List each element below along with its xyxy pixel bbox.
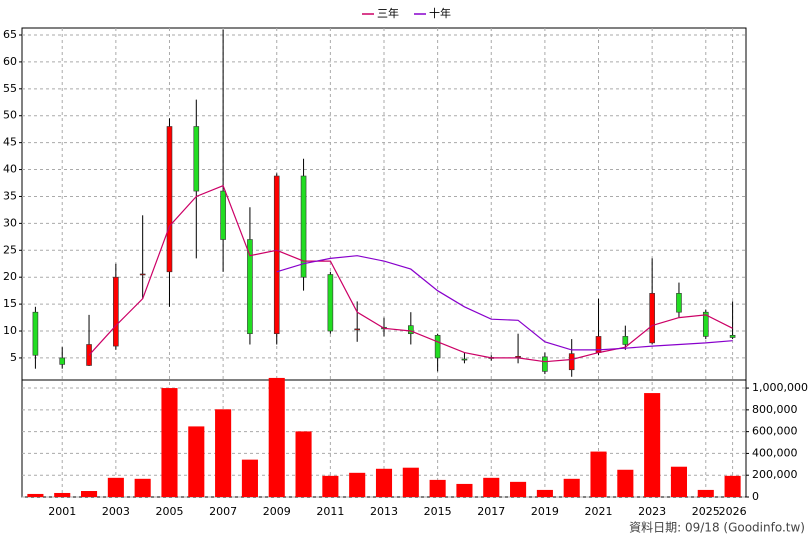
candle-body: [327, 274, 334, 332]
y-tick-label: 45: [3, 136, 17, 149]
volume-bar: [54, 492, 71, 497]
candle-body: [702, 311, 709, 337]
x-tick-label: 2023: [638, 505, 666, 518]
volume-bar: [134, 478, 151, 497]
volume-bar: [268, 377, 285, 497]
y-tick-label: 15: [3, 297, 17, 310]
candle-body: [354, 328, 360, 331]
volume-tick-label: 1,000,000: [752, 381, 808, 394]
volume-tick-label: 600,000: [752, 425, 798, 438]
x-tick-label: 2009: [263, 505, 291, 518]
candle-body: [220, 190, 226, 240]
volume-bar: [536, 489, 553, 497]
candle-body: [461, 358, 468, 361]
volume-bar: [724, 475, 741, 497]
y-tick-label: 55: [3, 82, 17, 95]
volume-bar: [590, 451, 607, 497]
x-tick-label: 2025: [692, 505, 720, 518]
candle-body: [59, 357, 66, 365]
volume-tick-label: 200,000: [752, 468, 798, 481]
x-tick-label: 2026: [719, 505, 747, 518]
volume-bar: [402, 467, 419, 497]
volume-bar: [188, 426, 205, 497]
volume-bar: [215, 409, 232, 497]
legend-label: 三年: [377, 6, 399, 20]
candle-body: [622, 336, 629, 345]
y-tick-label: 20: [3, 270, 17, 283]
volume-bar: [322, 475, 339, 497]
volume-bar: [456, 483, 473, 497]
candle-body: [568, 353, 575, 371]
x-tick-label: 2015: [424, 505, 452, 518]
ma-line: [276, 255, 733, 351]
candle-body: [247, 239, 253, 335]
volume-bar: [483, 477, 500, 497]
y-tick-label: 25: [3, 243, 17, 256]
y-tick-label: 65: [3, 28, 17, 41]
y-tick-label: 60: [3, 55, 17, 68]
candle-body: [408, 325, 414, 335]
candle-body: [32, 311, 39, 356]
volume-bar: [161, 388, 178, 497]
candle-body: [300, 175, 307, 278]
volume-bar: [429, 479, 446, 497]
candle-body: [113, 276, 119, 347]
volume-tick-label: 800,000: [752, 403, 798, 416]
candle-body: [542, 356, 548, 372]
volume-bar: [644, 393, 661, 497]
x-tick-label: 2005: [155, 505, 183, 518]
legend-label: 十年: [429, 6, 451, 20]
x-tick-label: 2011: [316, 505, 344, 518]
volume-bar: [80, 491, 98, 497]
x-tick-label: 2021: [585, 505, 613, 518]
y-tick-label: 5: [10, 351, 17, 364]
candle-body: [273, 175, 280, 335]
x-tick-label: 2003: [102, 505, 130, 518]
x-tick-label: 2019: [531, 505, 559, 518]
volume-bar: [697, 489, 714, 497]
x-tick-label: 2007: [209, 505, 237, 518]
volume-bar: [510, 481, 527, 497]
volume-bar: [241, 459, 258, 497]
candle-body: [729, 335, 736, 338]
candle-body: [193, 126, 200, 192]
volume-bar: [670, 466, 688, 497]
x-tick-label: 2017: [477, 505, 505, 518]
volume-tick-label: 400,000: [752, 446, 798, 459]
candle-body: [676, 293, 682, 313]
volume-tick-label: 0: [752, 490, 759, 503]
y-tick-label: 30: [3, 216, 17, 229]
y-tick-label: 35: [3, 189, 17, 202]
y-tick-label: 10: [3, 324, 17, 337]
volume-bar: [563, 478, 580, 497]
volume-bar: [27, 493, 44, 497]
volume-bar: [107, 477, 124, 497]
candle-body: [515, 356, 521, 358]
x-tick-label: 2001: [48, 505, 76, 518]
candle-body: [166, 126, 173, 273]
y-tick-label: 50: [3, 109, 17, 122]
volume-bar: [375, 468, 393, 497]
candle-body: [649, 293, 655, 344]
volume-bar: [295, 431, 312, 497]
candle-body: [139, 273, 146, 276]
ma-line: [88, 184, 733, 363]
candle-body: [434, 335, 441, 359]
x-tick-label: 2013: [370, 505, 398, 518]
y-tick-label: 40: [3, 163, 17, 176]
volume-bar: [617, 469, 634, 497]
volume-bar: [349, 472, 366, 497]
source-note: 資料日期: 09/18 (Goodinfo.tw): [629, 521, 805, 535]
